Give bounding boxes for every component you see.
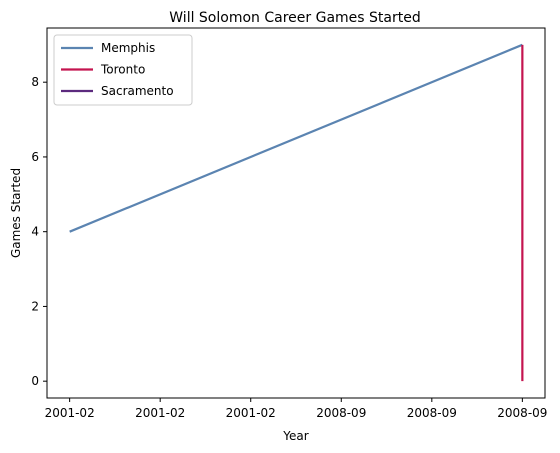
plot-area-frame xyxy=(46,27,546,399)
legend-label-memphis: Memphis xyxy=(101,41,155,55)
legend-label-sacramento: Sacramento xyxy=(101,84,174,98)
x-tick-label: 2008-09 xyxy=(316,406,366,420)
legend: Memphis Toronto Sacramento xyxy=(53,34,193,106)
chart-title: Will Solomon Career Games Started xyxy=(169,10,420,26)
y-tick-label: 4 xyxy=(31,225,39,239)
legend-frame xyxy=(53,34,193,106)
y-tick-label: 0 xyxy=(31,374,39,388)
y-axis-label: Games Started xyxy=(9,168,23,258)
y-tick-label: 8 xyxy=(31,75,39,89)
x-tick-label: 2001-02 xyxy=(226,406,276,420)
y-tick-label: 6 xyxy=(31,150,39,164)
x-axis-label: Year xyxy=(282,429,308,443)
x-tick-label: 2008-09 xyxy=(497,406,547,420)
x-tick-label: 2008-09 xyxy=(407,406,457,420)
x-tick-label: 2001-02 xyxy=(135,406,185,420)
series-line-memphis xyxy=(69,43,523,233)
x-tick-label: 2001-02 xyxy=(45,406,95,420)
legend-label-toronto: Toronto xyxy=(100,63,145,77)
y-tick-label: 2 xyxy=(31,299,39,313)
